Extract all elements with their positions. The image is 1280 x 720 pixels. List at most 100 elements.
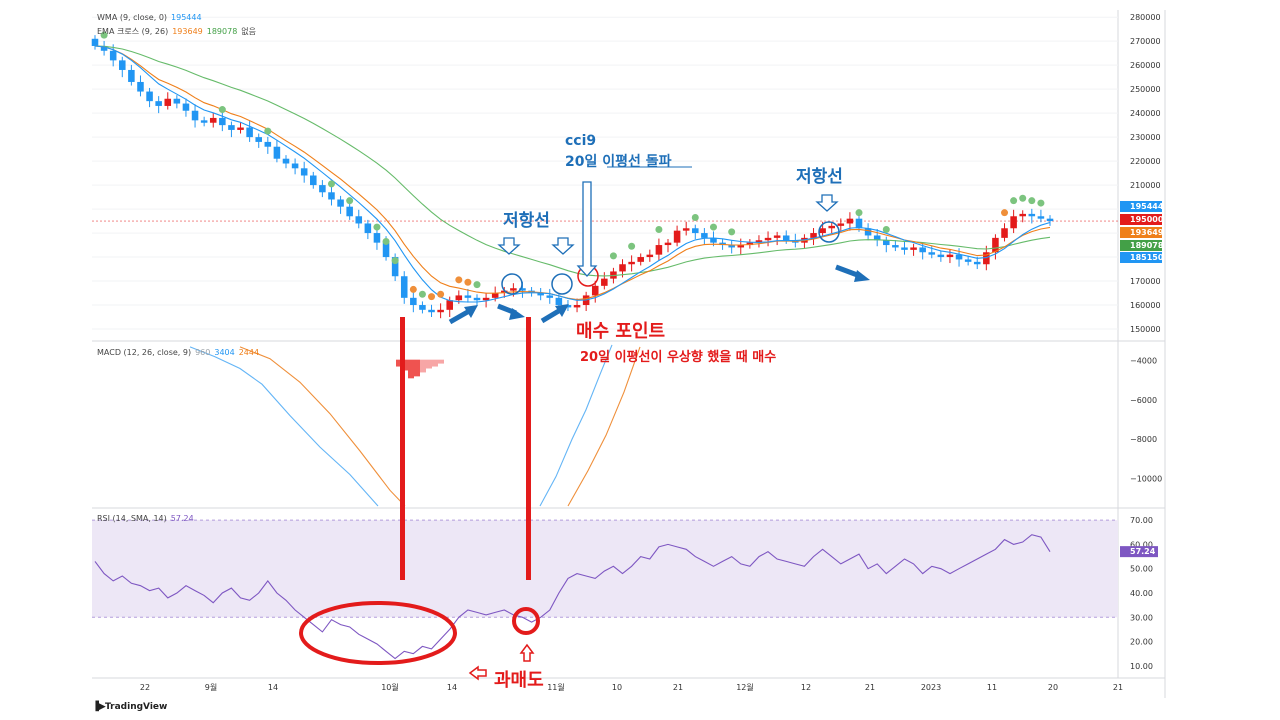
cci-signal-dot bbox=[409, 285, 417, 293]
macd-signal-line bbox=[567, 346, 641, 507]
macd-tick-label: −10000 bbox=[1130, 475, 1162, 484]
rsi-tick-label: 30.00 bbox=[1130, 613, 1153, 622]
rsi-value-text: 57.24 bbox=[1130, 547, 1156, 556]
cci-signal-dot bbox=[437, 290, 445, 298]
candle-body bbox=[846, 218, 854, 224]
ema-legend-value-1: 193649 bbox=[172, 27, 203, 36]
candle-body bbox=[300, 168, 308, 176]
trend-arrow-icon-3 bbox=[540, 304, 569, 324]
candle-body bbox=[373, 233, 381, 243]
candle-body bbox=[537, 293, 544, 296]
oversold-label: 과매도 bbox=[494, 670, 544, 691]
macd-histogram-bar bbox=[432, 359, 438, 367]
candle-body bbox=[464, 295, 472, 298]
candle-body bbox=[291, 163, 299, 169]
candle-body bbox=[310, 175, 317, 186]
candle-body bbox=[473, 297, 481, 301]
price-label-badge bbox=[1120, 201, 1162, 212]
cci-signal-dot bbox=[1001, 209, 1009, 217]
price-tick-label: 270000 bbox=[1130, 37, 1161, 46]
candle-body bbox=[346, 206, 353, 217]
annotation-layer bbox=[299, 166, 870, 681]
price-tick-label: 280000 bbox=[1130, 13, 1161, 22]
ma20-break-label: 20일 이평선 돌파 bbox=[565, 151, 672, 171]
trend-arrow-icon-2 bbox=[497, 303, 525, 320]
rsi-tick-label: 70.00 bbox=[1130, 516, 1153, 525]
candle-body bbox=[883, 240, 890, 246]
candle-body bbox=[437, 309, 444, 313]
candle-body bbox=[619, 264, 626, 272]
cci-signal-dot bbox=[1019, 194, 1027, 202]
trend-arrow-icon-4 bbox=[835, 264, 870, 282]
time-tick-label: 14 bbox=[268, 683, 278, 692]
price-label-text: 195444 bbox=[1130, 202, 1164, 211]
candle-body bbox=[510, 288, 517, 291]
macd-legend: MACD (12, 26, close, 9) 960 3404 2444 bbox=[97, 348, 263, 357]
candle-body bbox=[482, 297, 490, 301]
cci-signal-dot bbox=[428, 293, 436, 301]
cci-signal-dot bbox=[391, 257, 399, 265]
cci-signal-dot bbox=[264, 127, 272, 135]
wma-legend-value: 195444 bbox=[171, 13, 202, 22]
candle-body bbox=[228, 125, 235, 130]
cci-signal-dot bbox=[691, 213, 699, 221]
price-tick-label: 220000 bbox=[1130, 157, 1161, 166]
oversold-left-arrow-icon bbox=[468, 665, 487, 681]
candle-body bbox=[873, 235, 881, 241]
ema-legend-label: EMA 크로스 (9, 26) bbox=[97, 27, 169, 36]
candle-body bbox=[155, 101, 162, 106]
candle-body bbox=[701, 233, 708, 238]
candle-body bbox=[391, 257, 399, 277]
candle-body bbox=[246, 127, 253, 138]
candle-body bbox=[628, 261, 635, 265]
macd-histogram-bar bbox=[396, 359, 402, 367]
candle-body bbox=[910, 247, 917, 250]
oversold-up-arrow-icon bbox=[519, 643, 535, 662]
time-tick-label: 2023 bbox=[921, 683, 941, 692]
price-tick-label: 150000 bbox=[1130, 325, 1161, 334]
candle-body bbox=[364, 223, 372, 234]
candle-body bbox=[710, 237, 717, 243]
candle-body bbox=[173, 98, 181, 104]
tradingview-logo-icon: ▐▶ bbox=[92, 702, 106, 712]
candle-body bbox=[273, 146, 281, 159]
candle-body bbox=[573, 305, 581, 308]
price-layer bbox=[91, 31, 1118, 319]
candle-body bbox=[128, 69, 135, 82]
candle-body bbox=[1019, 213, 1026, 217]
candle-body bbox=[400, 276, 408, 298]
cci9-down-arrow-icon bbox=[576, 181, 598, 277]
candle-body bbox=[983, 252, 990, 265]
ma20-prefix: 20일 bbox=[565, 154, 603, 170]
price-tick-label: 230000 bbox=[1130, 133, 1161, 142]
ma20-break-text: 이평선 돌파 bbox=[602, 154, 672, 170]
rsi-line bbox=[94, 534, 1051, 660]
buy-point-description: 20일 이평선이 우상향 했을 때 매수 bbox=[580, 350, 777, 365]
candle-body bbox=[937, 254, 945, 258]
time-tick-label: 20 bbox=[1048, 683, 1058, 692]
oversold-ellipse bbox=[299, 601, 457, 665]
candle-body bbox=[446, 300, 453, 310]
cci-signal-dot bbox=[346, 197, 354, 205]
cci-signal-dot bbox=[709, 223, 717, 231]
resist-down-arrow-icon-2 bbox=[551, 237, 575, 255]
cci-signal-dot bbox=[418, 290, 426, 298]
resist-label-1: 저항선 bbox=[503, 211, 550, 231]
time-tick-label: 11 bbox=[987, 683, 997, 692]
resist-down-arrow-icon-1 bbox=[497, 237, 521, 255]
candle-body bbox=[1037, 216, 1045, 219]
cci-signal-dot bbox=[655, 225, 663, 233]
rsi-legend-value: 57.24 bbox=[170, 514, 194, 523]
cci-signal-dot bbox=[609, 252, 617, 260]
candle-body bbox=[973, 261, 981, 265]
candle-body bbox=[728, 245, 735, 248]
price-tick-label: 260000 bbox=[1130, 61, 1161, 70]
time-tick-label: 21 bbox=[1113, 683, 1123, 692]
rsi-tick-label: 10.00 bbox=[1130, 662, 1153, 671]
price-label-badge bbox=[1120, 227, 1162, 238]
candle-body bbox=[282, 158, 290, 164]
resist-circle-2 bbox=[551, 273, 573, 295]
candle-body bbox=[410, 297, 417, 306]
candle-body bbox=[919, 247, 926, 253]
